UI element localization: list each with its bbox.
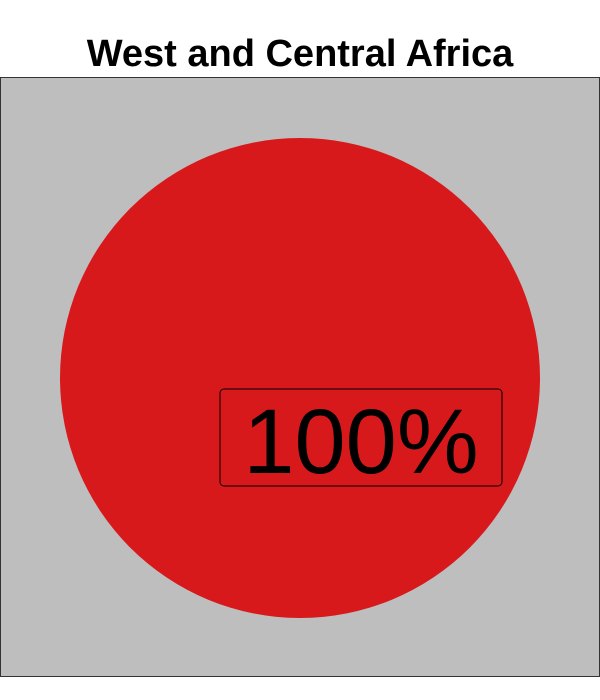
pie-slice — [60, 138, 540, 618]
plot-panel: 100% — [0, 77, 600, 677]
slice-label-box — [219, 388, 503, 487]
pie-chart: 100% — [60, 138, 540, 618]
slice-label-group: 100% — [219, 388, 503, 493]
chart-title: West and Central Africa — [86, 33, 514, 75]
slice-label: 100% — [243, 391, 478, 493]
